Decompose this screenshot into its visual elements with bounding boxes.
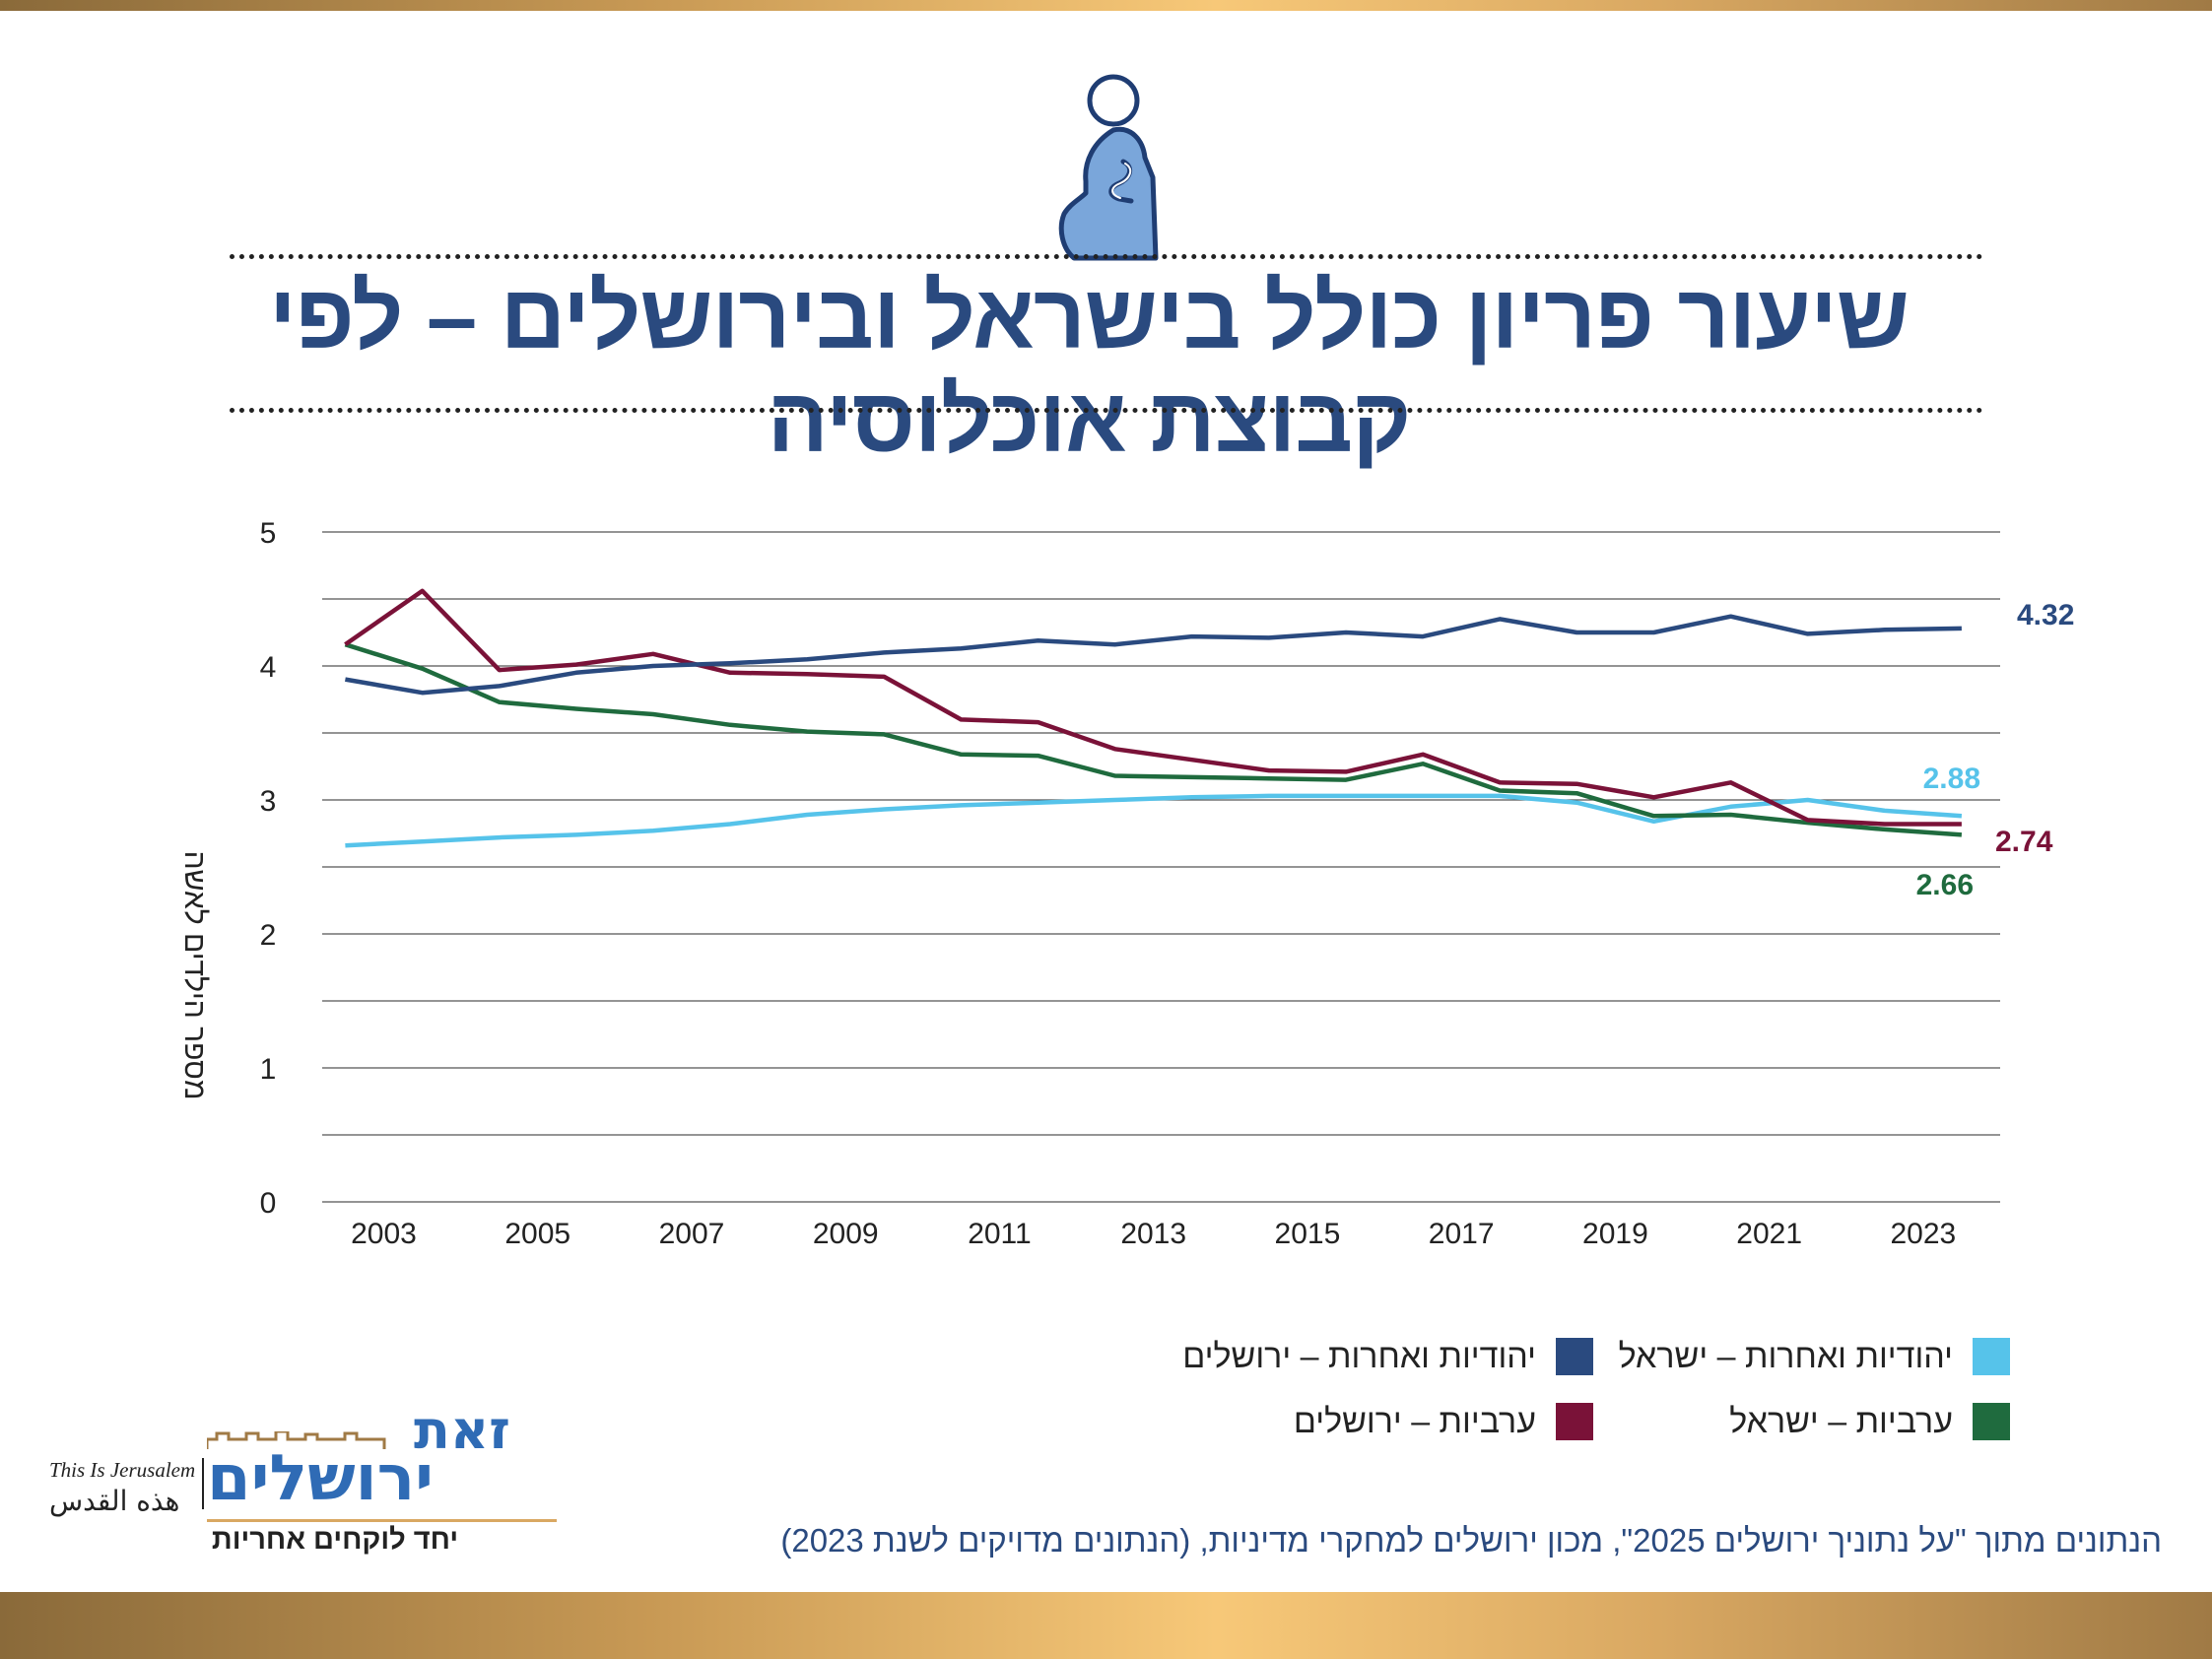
- title-top-divider: [230, 254, 1983, 259]
- x-tick-label: 2023: [1891, 1218, 1957, 1250]
- logo-hebrew-top: זאת: [414, 1399, 510, 1461]
- legend-label: יהודיות ואחרות – ירושלים: [1182, 1337, 1536, 1375]
- end-value-label-jewish-israel: 2.88: [1923, 763, 1980, 795]
- legend-label: יהודיות ואחרות – ישראל: [1618, 1337, 1953, 1375]
- series-line-arab-jerusalem: [344, 588, 1962, 827]
- end-value-label-arab-israel: 2.66: [1916, 869, 1974, 901]
- logo-arabic-text: هذه القدس: [49, 1485, 180, 1517]
- chart-title: שיעור פריון כולל בישראל ובירושלים – לפי …: [268, 267, 1910, 471]
- series-line-jewish-israel: [345, 793, 1963, 848]
- legend-item-arab-israel: ערביות – ישראל: [1729, 1402, 2010, 1441]
- x-tick-label: 2007: [659, 1218, 725, 1250]
- y-axis-ticks: 0 1 2 3 4 5: [260, 517, 277, 1220]
- y-tick-label: 1: [260, 1053, 277, 1086]
- legend-swatch: [1556, 1338, 1593, 1375]
- logo-divider: [202, 1458, 204, 1509]
- legend-label: ערביות – ירושלים: [1293, 1402, 1536, 1440]
- title-bottom-divider: [230, 408, 1983, 413]
- legend-label: ערביות – ישראל: [1729, 1402, 1953, 1440]
- x-tick-label: 2003: [351, 1218, 417, 1250]
- y-tick-label: 2: [260, 919, 277, 952]
- x-tick-label: 2013: [1120, 1218, 1186, 1250]
- y-tick-label: 3: [260, 785, 277, 818]
- y-tick-label: 4: [260, 651, 277, 684]
- city-wall-icon: [207, 1431, 386, 1449]
- end-value-label-arab-jerusalem: 2.74: [1995, 826, 2053, 858]
- legend-swatch: [1556, 1403, 1593, 1440]
- series-line-arab-israel: [344, 642, 1963, 837]
- gridlines: [322, 531, 2000, 1203]
- logo-english-text: This Is Jerusalem: [49, 1458, 196, 1482]
- x-tick-label: 2019: [1582, 1218, 1648, 1250]
- y-axis-label: מספר הילדים לאשה: [178, 851, 211, 1100]
- y-tick-label: 0: [260, 1187, 277, 1220]
- logo-hebrew-main: ירושלים: [207, 1442, 434, 1515]
- x-tick-label: 2005: [504, 1218, 570, 1250]
- y-tick-label: 5: [260, 517, 277, 550]
- this-is-jerusalem-logo: This Is Jerusalem هذه القدس זאת ירושלים …: [39, 1399, 557, 1561]
- x-tick-label: 2017: [1429, 1218, 1495, 1250]
- legend-swatch: [1973, 1403, 2010, 1440]
- top-decorative-band: [0, 0, 2212, 11]
- bottom-decorative-band: [0, 1592, 2212, 1659]
- series-lines: [344, 588, 1963, 848]
- end-value-labels: 4.32 2.88 2.74 2.66: [1916, 599, 2075, 901]
- x-tick-label: 2015: [1275, 1218, 1341, 1250]
- x-tick-label: 2021: [1736, 1218, 1802, 1250]
- logo-underline: [207, 1519, 557, 1522]
- x-tick-label: 2009: [813, 1218, 879, 1250]
- legend-swatch: [1973, 1338, 2010, 1375]
- legend-item-arab-jerusalem: ערביות – ירושלים: [1294, 1402, 1593, 1441]
- pregnant-woman-icon: [1058, 74, 1159, 261]
- legend-item-jewish-jerusalem: יהודיות ואחרות – ירושלים: [1182, 1337, 1593, 1376]
- logo-tagline: יחד לוקחים אחריות: [211, 1524, 459, 1556]
- series-line-jewish-jerusalem: [345, 614, 1962, 696]
- x-tick-label: 2011: [968, 1218, 1032, 1250]
- legend-item-jewish-israel: יהודיות ואחרות – ישראל: [1619, 1337, 2010, 1376]
- end-value-label-jewish-jerusalem: 4.32: [2017, 599, 2074, 631]
- source-note: הנתונים מתוך "על נתוניך ירושלים 2025", מ…: [780, 1522, 2162, 1559]
- x-axis-ticks: 2003 2005 2007 2009 2011 2013 2015 2017 2019 2021…: [351, 1218, 1956, 1250]
